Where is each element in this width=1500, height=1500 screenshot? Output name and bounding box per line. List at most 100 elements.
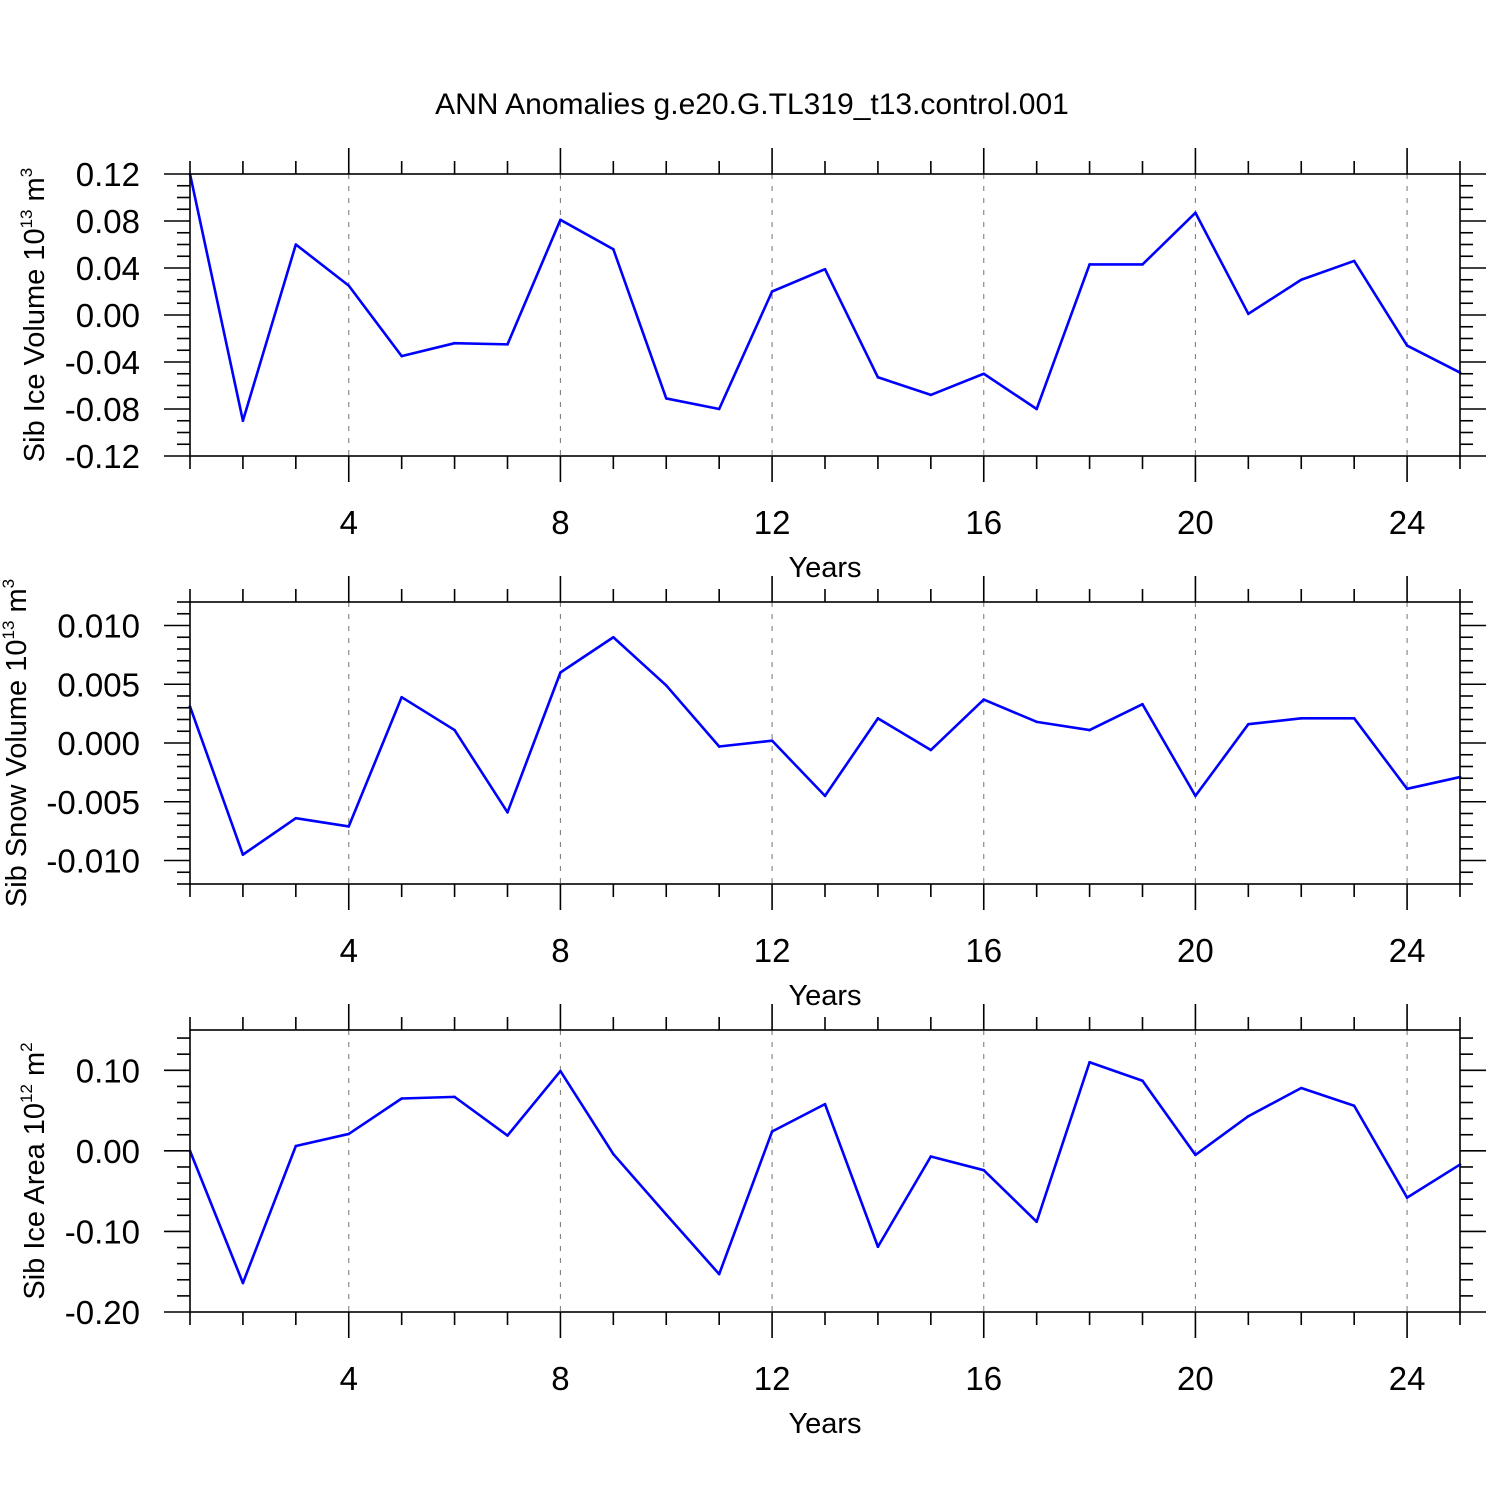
- chart-panel-3: 4 8 12 16 20 24 0.10 0.00 -0.10 -0.20 Years Sib Ice…: [17, 1004, 1486, 1440]
- y-axis-title-text: Sib Snow Volume 10: [1, 639, 33, 907]
- y-tick-label: 0.005: [57, 666, 140, 703]
- y-axis-title-text: m: [19, 1052, 51, 1084]
- data-point: [347, 284, 351, 287]
- y-axis-title-exponent: 13: [0, 621, 18, 640]
- data-point: [1352, 259, 1356, 263]
- data-point: [241, 419, 245, 423]
- y-tick-label: 0.000: [57, 725, 140, 762]
- series-line: [188, 635, 1462, 856]
- x-tick-label: 12: [754, 504, 791, 541]
- y-axis-title-text: Sib Ice Volume 10: [19, 228, 51, 462]
- data-point: [347, 1132, 351, 1136]
- plot-frame: [189, 1029, 1461, 1313]
- x-tick-label: 24: [1389, 1360, 1426, 1397]
- data-point: [1194, 211, 1197, 215]
- data-point: [717, 407, 721, 411]
- y-tick-label: 0.10: [76, 1052, 140, 1089]
- data-point: [1035, 1220, 1038, 1224]
- data-point: [1299, 278, 1303, 282]
- data-point: [1405, 787, 1409, 791]
- data-point: [1247, 722, 1250, 726]
- y-tick-label: 0.04: [76, 250, 140, 287]
- x-tick-label: 12: [754, 1360, 791, 1397]
- y-tick-label: -0.005: [46, 784, 140, 821]
- data-point: [770, 1130, 774, 1133]
- x-tick-label: 24: [1389, 932, 1426, 969]
- data-point: [1088, 263, 1091, 266]
- series-line: [188, 1060, 1462, 1285]
- data-point: [929, 393, 933, 397]
- data-point: [400, 1097, 403, 1100]
- x-tick-label: 20: [1177, 504, 1214, 541]
- data-point: [559, 218, 562, 222]
- data-point: [453, 1095, 456, 1099]
- chart-panel-2: 4 8 12 16 20 24 0.010 0.005 0.000 -0.005 -0.010 Yea…: [0, 576, 1486, 1012]
- x-axis-title: Years: [788, 1408, 861, 1440]
- data-point: [929, 748, 933, 752]
- data-point: [1088, 728, 1091, 732]
- x-tick-label: 24: [1389, 504, 1426, 541]
- data-point: [664, 684, 668, 687]
- data-point: [1141, 702, 1144, 706]
- y-tick-label: -0.20: [65, 1294, 140, 1331]
- x-tick-label: 16: [965, 504, 1002, 541]
- y-axis-title-text: Sib Ice Area 10: [19, 1103, 51, 1300]
- data-point: [1247, 312, 1250, 316]
- data-point: [294, 1144, 298, 1148]
- data-point: [612, 635, 615, 639]
- y-axis-title-exponent: 3: [17, 168, 36, 177]
- data-point: [1352, 1104, 1356, 1108]
- y-axis-title: Sib Ice Area 1012 m2: [17, 1042, 51, 1299]
- y-axis-title: Sib Ice Volume 1013 m3: [17, 168, 51, 462]
- x-tick-label: 4: [340, 932, 358, 969]
- x-tick-label: 8: [551, 1360, 569, 1397]
- data-point: [400, 695, 403, 699]
- data-point: [876, 1245, 880, 1249]
- data-point: [1035, 720, 1038, 724]
- chart-panel-1: 4 8 12 16 20 24 0.12 0.08 0.04 0.00 -0.04 -0.08 -0.1…: [17, 148, 1486, 584]
- y-axis-title-exponent: 2: [17, 1042, 36, 1051]
- data-point: [1088, 1060, 1091, 1064]
- data-point: [1405, 344, 1409, 347]
- y-axis-title-exponent: 12: [17, 1084, 36, 1103]
- x-tick-label: 16: [965, 932, 1002, 969]
- plot-frame: [189, 601, 1461, 885]
- data-point: [347, 825, 351, 828]
- y-tick-label: 0.08: [76, 203, 140, 240]
- data-point: [1405, 1196, 1409, 1199]
- data-point: [876, 375, 880, 379]
- data-point: [982, 372, 986, 376]
- x-axis-title: Years: [788, 980, 861, 1012]
- data-point: [294, 816, 298, 820]
- y-tick-label: 0.010: [57, 608, 140, 645]
- data-point: [982, 698, 986, 701]
- data-point: [241, 853, 245, 856]
- data-point: [1141, 263, 1144, 266]
- y-axis-title-exponent: 3: [0, 579, 18, 588]
- data-point: [506, 343, 509, 346]
- y-tick-label: -0.04: [65, 344, 140, 381]
- data-point: [982, 1168, 986, 1172]
- data-point: [1035, 407, 1038, 411]
- x-tick-label: 16: [965, 1360, 1002, 1397]
- data-point: [823, 267, 827, 271]
- series-line: [188, 172, 1462, 423]
- y-axis-title-exponent: 13: [17, 210, 36, 229]
- x-tick-label: 12: [754, 932, 791, 969]
- x-tick-label: 4: [340, 1360, 358, 1397]
- y-tick-label: 0.00: [76, 297, 140, 334]
- plot-frame: [189, 173, 1461, 457]
- data-point: [506, 811, 509, 814]
- data-point: [823, 1102, 827, 1106]
- x-tick-label: 8: [551, 504, 569, 541]
- data-point: [717, 1272, 721, 1276]
- data-point: [241, 1281, 245, 1285]
- data-point: [1194, 1153, 1197, 1157]
- data-point: [1247, 1114, 1250, 1118]
- data-point: [506, 1134, 509, 1137]
- data-point: [823, 794, 827, 798]
- data-point: [664, 1213, 668, 1216]
- data-point: [559, 1069, 562, 1073]
- data-point: [1299, 717, 1303, 720]
